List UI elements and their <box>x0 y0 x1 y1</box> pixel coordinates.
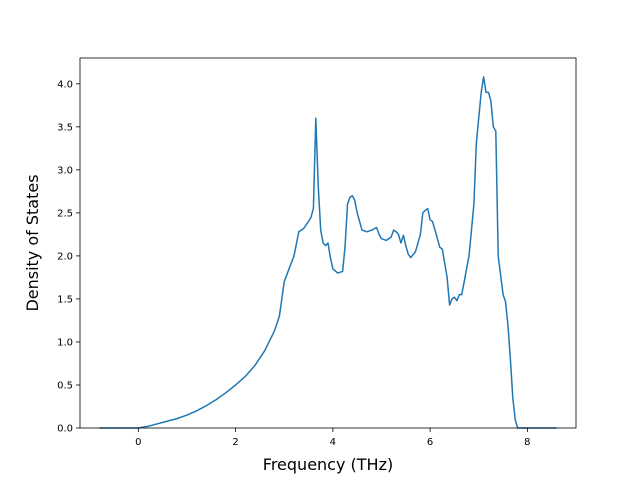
y-axis-label: Density of States <box>23 174 42 311</box>
x-tick-label: 2 <box>232 437 238 448</box>
y-tick-label: 2.0 <box>57 251 73 262</box>
plot-frame <box>79 57 577 429</box>
y-tick-label: 4.0 <box>57 79 73 90</box>
y-tick-label: 2.5 <box>57 208 73 219</box>
x-axis-label: Frequency (THz) <box>263 455 393 474</box>
dos-series-line <box>99 76 557 429</box>
x-tick-label: 6 <box>427 437 433 448</box>
y-tick-label: 1.5 <box>57 294 73 305</box>
y-tick-label: 3.5 <box>57 122 73 133</box>
y-tick-label: 0.0 <box>57 424 73 435</box>
y-tick-label: 1.0 <box>57 337 73 348</box>
x-axis-ticks: 0 2 4 6 8 <box>135 428 531 448</box>
x-tick-label: 8 <box>524 437 530 448</box>
y-axis-ticks: 0.0 0.5 1.0 1.5 2.0 2.5 3.0 3.5 4.0 <box>57 79 80 435</box>
y-tick-label: 0.5 <box>57 380 73 391</box>
y-tick-label: 3.0 <box>57 165 73 176</box>
x-tick-label: 4 <box>330 437 336 448</box>
x-tick-label: 0 <box>135 437 141 448</box>
